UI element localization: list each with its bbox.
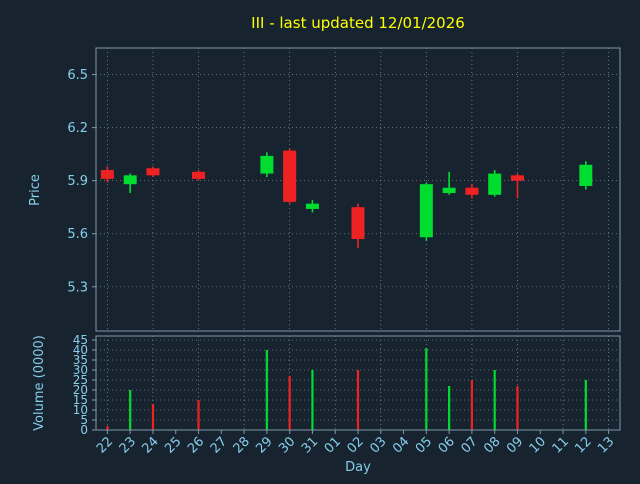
volume-tick-label: 20 bbox=[73, 383, 88, 397]
candle-body bbox=[579, 164, 593, 186]
price-tick-label: 5.6 bbox=[67, 227, 88, 242]
volume-tick-label: 40 bbox=[73, 343, 88, 357]
chart-title: III - last updated 12/01/2026 bbox=[251, 14, 465, 32]
candle-body bbox=[510, 175, 524, 181]
volume-tick-label: 30 bbox=[73, 363, 88, 377]
candlestick-series bbox=[100, 148, 593, 248]
volume-tick-label: 15 bbox=[73, 393, 88, 407]
x-axis-label: Day bbox=[345, 460, 371, 475]
volume-tick-label: 10 bbox=[73, 403, 88, 417]
candle-body bbox=[123, 175, 137, 185]
price-axes-frame bbox=[95, 47, 621, 332]
candle-body bbox=[488, 173, 502, 195]
volume-tick-label: 0 bbox=[80, 423, 88, 437]
candle-body bbox=[419, 184, 433, 238]
candle-body bbox=[146, 168, 160, 176]
candle-body bbox=[465, 187, 479, 195]
candle-body bbox=[351, 207, 365, 240]
price-tick-label: 5.3 bbox=[67, 280, 88, 295]
candle-body bbox=[283, 150, 297, 202]
volume-series bbox=[106, 348, 587, 430]
candle-body bbox=[192, 171, 206, 179]
price-tick-label: 6.5 bbox=[67, 68, 88, 83]
volume-tick-label: 45 bbox=[73, 333, 88, 347]
candle-body bbox=[100, 170, 114, 179]
candle-body bbox=[442, 187, 456, 194]
volume-tick-label: 5 bbox=[80, 413, 88, 427]
gridlines bbox=[96, 48, 620, 431]
price-tick-label: 5.9 bbox=[67, 174, 88, 189]
volume-tick-label: 35 bbox=[73, 353, 88, 367]
price-axis-label: Price bbox=[28, 174, 43, 206]
volume-tick-label: 25 bbox=[73, 373, 88, 387]
price-tick-label: 6.2 bbox=[67, 121, 88, 136]
candle-body bbox=[260, 155, 274, 174]
candle-body bbox=[305, 203, 319, 209]
volume-axis-label: Volume (0000) bbox=[32, 335, 47, 431]
